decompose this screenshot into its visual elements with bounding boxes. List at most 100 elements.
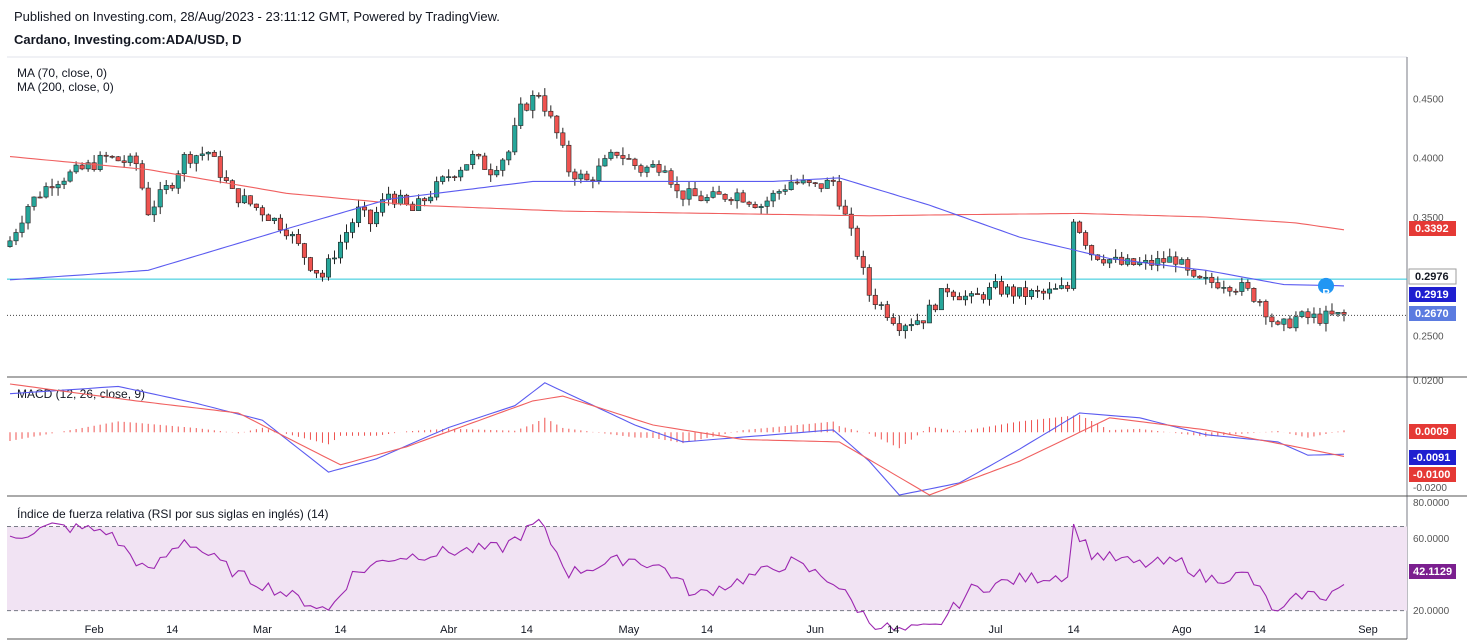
candle <box>566 140 572 177</box>
candle-body <box>247 195 253 205</box>
price-axis-ticks: 0.4500 0.4000 0.3500 0.2500 <box>1413 95 1444 343</box>
candle-body <box>67 171 73 182</box>
candle <box>205 151 211 161</box>
candle-body <box>1149 260 1155 266</box>
candle <box>728 197 734 205</box>
candle-body <box>662 170 668 173</box>
candle-body <box>572 171 578 180</box>
ma70-badge-bg <box>1409 287 1456 302</box>
candle-body <box>1143 260 1149 263</box>
candle <box>1167 248 1173 263</box>
ma200-badge-bg <box>1409 221 1456 236</box>
candle-body <box>530 94 536 111</box>
rsi-tick-20: 20.0000 <box>1413 606 1450 617</box>
time-axis-label: Abr <box>440 624 457 636</box>
candle <box>806 179 812 187</box>
candle <box>151 200 157 222</box>
candle <box>253 203 259 211</box>
time-axis-label: 14 <box>166 624 178 636</box>
candle-body <box>163 185 169 190</box>
candle <box>764 196 770 214</box>
candle <box>1191 269 1197 278</box>
last-price-badge-text: 0.2670 <box>1415 308 1449 320</box>
candle-body <box>1341 312 1347 315</box>
candle <box>512 117 518 156</box>
candle <box>506 150 512 166</box>
candle <box>878 301 884 310</box>
candle <box>920 320 926 330</box>
candle-body <box>1203 276 1209 279</box>
price-tick-label: 0.2500 <box>1413 332 1444 343</box>
candle-body <box>788 181 794 190</box>
candle-body <box>710 191 716 198</box>
candle-body <box>578 173 584 180</box>
candle-body <box>91 162 97 170</box>
candle <box>488 163 494 182</box>
candle-body <box>356 206 362 223</box>
candle <box>19 215 25 238</box>
candle-body <box>43 186 49 198</box>
macd-hist-badge-bg <box>1409 424 1456 439</box>
candle <box>1059 277 1065 290</box>
candle-body <box>241 195 247 204</box>
candle-body <box>271 217 277 221</box>
candle-body <box>614 151 620 156</box>
candle <box>380 193 386 217</box>
candle <box>650 160 656 168</box>
macd-hist-badge: 0.0009 <box>1409 424 1456 439</box>
candle-body <box>31 196 37 207</box>
candle <box>644 165 650 178</box>
candle <box>1119 251 1125 266</box>
rsi-band <box>7 526 1407 611</box>
candle <box>722 193 728 202</box>
candle-body <box>998 281 1004 295</box>
candle <box>193 154 199 172</box>
candle-body <box>1053 288 1059 290</box>
candle-body <box>301 243 307 258</box>
candle-body <box>205 151 211 155</box>
candle-body <box>1011 286 1017 297</box>
candle-body <box>848 213 854 229</box>
candle <box>1017 287 1023 299</box>
candle-body <box>860 256 866 268</box>
candle-body <box>55 184 61 189</box>
candle-body <box>728 198 734 202</box>
candle <box>103 151 109 163</box>
p-marker[interactable]: P <box>1318 277 1334 300</box>
candle-body <box>253 203 259 208</box>
ma200-badge-text: 0.3392 <box>1415 223 1449 235</box>
macd-tick-bottom: -0.0200 <box>1413 483 1447 494</box>
candle <box>91 155 97 172</box>
candle-body <box>307 257 313 271</box>
candle-body <box>295 234 301 244</box>
candle <box>223 170 229 183</box>
candle <box>824 177 830 189</box>
candle-body <box>1041 290 1047 294</box>
candle-body <box>776 191 782 194</box>
candle-body <box>1004 286 1010 295</box>
candle <box>241 188 247 205</box>
candle <box>1227 285 1233 297</box>
candle <box>854 225 860 260</box>
p-marker-circle <box>1318 277 1334 294</box>
candle-body <box>380 199 386 213</box>
candle <box>782 184 788 196</box>
candle-body <box>692 188 698 197</box>
candle <box>1083 230 1089 250</box>
candle <box>632 157 638 170</box>
candle-body <box>199 153 205 156</box>
signal-line <box>9 383 1345 496</box>
candle-body <box>752 203 758 208</box>
candle <box>554 114 560 139</box>
published-caption: Published on Investing.com, 28/Aug/2023 … <box>14 9 500 24</box>
candle <box>1215 276 1221 290</box>
candle-body <box>145 187 151 216</box>
candle-body <box>974 293 980 295</box>
candle <box>1155 250 1161 272</box>
signal-value-badge-text: -0.0100 <box>1413 469 1450 481</box>
candle-body <box>85 162 91 170</box>
candle <box>283 223 289 240</box>
candle-body <box>500 159 506 171</box>
candle <box>548 105 554 119</box>
